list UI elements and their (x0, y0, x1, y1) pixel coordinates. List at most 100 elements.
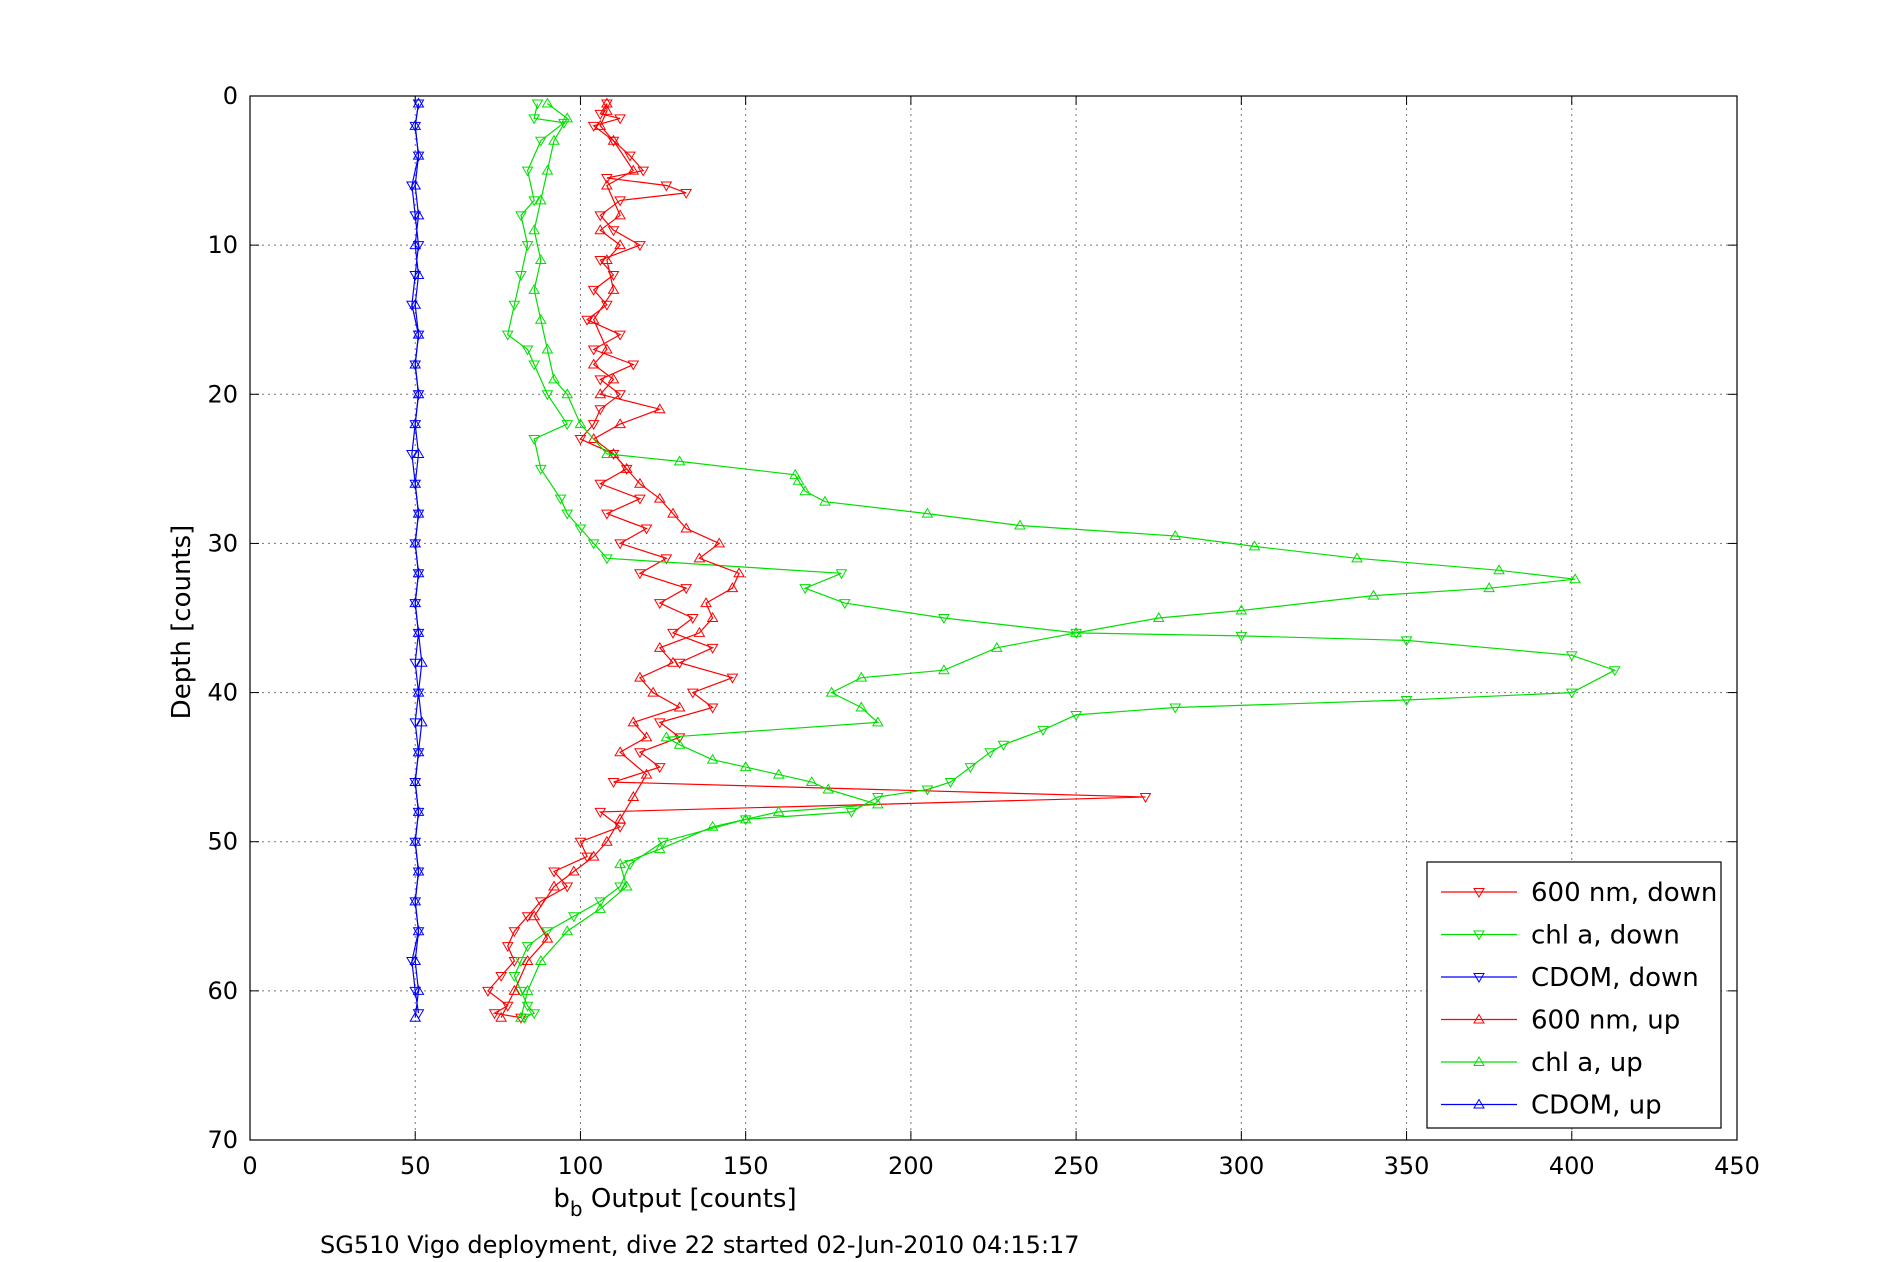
data-point (554, 494, 567, 505)
data-point (1014, 519, 1026, 530)
data-point (614, 418, 626, 429)
data-point (634, 671, 646, 682)
caption: SG510 Vigo deployment, dive 22 started 0… (320, 1231, 1080, 1259)
data-point (567, 865, 580, 876)
data-point (601, 97, 613, 108)
y-tick-label: 40 (207, 679, 238, 707)
legend-entry: 600 nm, up (1531, 1006, 1680, 1036)
data-point (614, 114, 626, 125)
data-point (409, 986, 422, 997)
data-point (620, 462, 633, 473)
data-point (1139, 792, 1152, 803)
data-point (601, 509, 613, 520)
data-point (855, 701, 868, 712)
data-point (406, 181, 418, 192)
data-point (521, 241, 534, 252)
data-point (521, 166, 534, 177)
y-tick-label: 60 (207, 977, 238, 1005)
legend-entry: CDOM, up (1531, 1091, 1662, 1121)
data-point (706, 643, 719, 654)
data-point (406, 300, 418, 311)
data-point (409, 477, 422, 488)
data-point (686, 614, 699, 624)
data-point (501, 1001, 514, 1012)
series-line (414, 103, 423, 1018)
data-point (594, 479, 607, 490)
series-line (500, 103, 740, 1018)
data-point (614, 239, 626, 250)
data-point (990, 641, 1003, 652)
data-point (601, 174, 613, 185)
x-tick-label: 350 (1384, 1152, 1430, 1180)
data-point (614, 746, 626, 757)
data-point (412, 865, 425, 876)
data-point (548, 867, 560, 878)
data-point (614, 539, 626, 550)
data-point (601, 300, 613, 311)
data-point (693, 626, 706, 637)
x-tick-label: 150 (723, 1152, 769, 1180)
data-point (501, 330, 514, 341)
data-point (508, 300, 521, 311)
data-point (409, 718, 422, 729)
series-line (520, 103, 1576, 1018)
y-tick-label: 10 (207, 231, 238, 259)
data-point (614, 330, 626, 341)
data-point (1565, 651, 1578, 662)
data-point (409, 597, 422, 608)
data-point (482, 986, 494, 997)
x-tick-label: 50 (400, 1152, 431, 1180)
data-point (574, 524, 587, 535)
data-point (805, 776, 818, 787)
data-point (601, 99, 613, 110)
data-point (653, 641, 666, 652)
x-axis-label-subscript: b (570, 1197, 583, 1221)
data-point (594, 405, 607, 416)
data-point (660, 554, 673, 565)
data-point (412, 626, 425, 637)
data-point (607, 778, 620, 789)
legend-box (1426, 861, 1722, 1129)
data-point (528, 283, 541, 294)
data-point (534, 464, 547, 475)
x-tick-label: 0 (242, 1152, 257, 1180)
data-point (534, 194, 547, 205)
series-4 (515, 97, 1581, 1022)
legend-entry: CDOM, down (1531, 963, 1699, 993)
data-point (706, 753, 719, 764)
data-point (938, 664, 950, 675)
y-axis-ticks: 0 10 20 30 40 50 60 70 (207, 82, 1737, 1154)
data-point (607, 226, 620, 237)
data-point (673, 738, 686, 749)
data-point (819, 495, 831, 506)
data-point (409, 298, 422, 309)
data-point (521, 345, 534, 356)
data-point (548, 134, 560, 145)
data-point (1367, 589, 1380, 600)
data-point (415, 716, 428, 727)
data-point (528, 435, 541, 446)
data-point (1169, 529, 1182, 540)
data-point (587, 313, 600, 324)
data-point (601, 254, 613, 265)
data-point (548, 373, 560, 384)
data-point (607, 270, 620, 281)
data-point (620, 464, 633, 475)
y-tick-label: 20 (207, 380, 238, 408)
data-point (634, 748, 646, 759)
y-axis-label: Depth [counts] (167, 525, 197, 720)
data-point (667, 507, 679, 518)
data-point (515, 211, 527, 222)
data-point (541, 97, 554, 108)
data-point (412, 686, 425, 697)
data-point (739, 813, 752, 824)
data-point (1483, 582, 1496, 593)
data-point (594, 211, 607, 222)
data-point (548, 880, 560, 891)
y-tick-label: 0 (223, 82, 238, 110)
data-point (657, 837, 669, 848)
data-point (587, 285, 600, 296)
data-point (614, 813, 626, 824)
legend-entry: chl a, down (1531, 921, 1680, 951)
